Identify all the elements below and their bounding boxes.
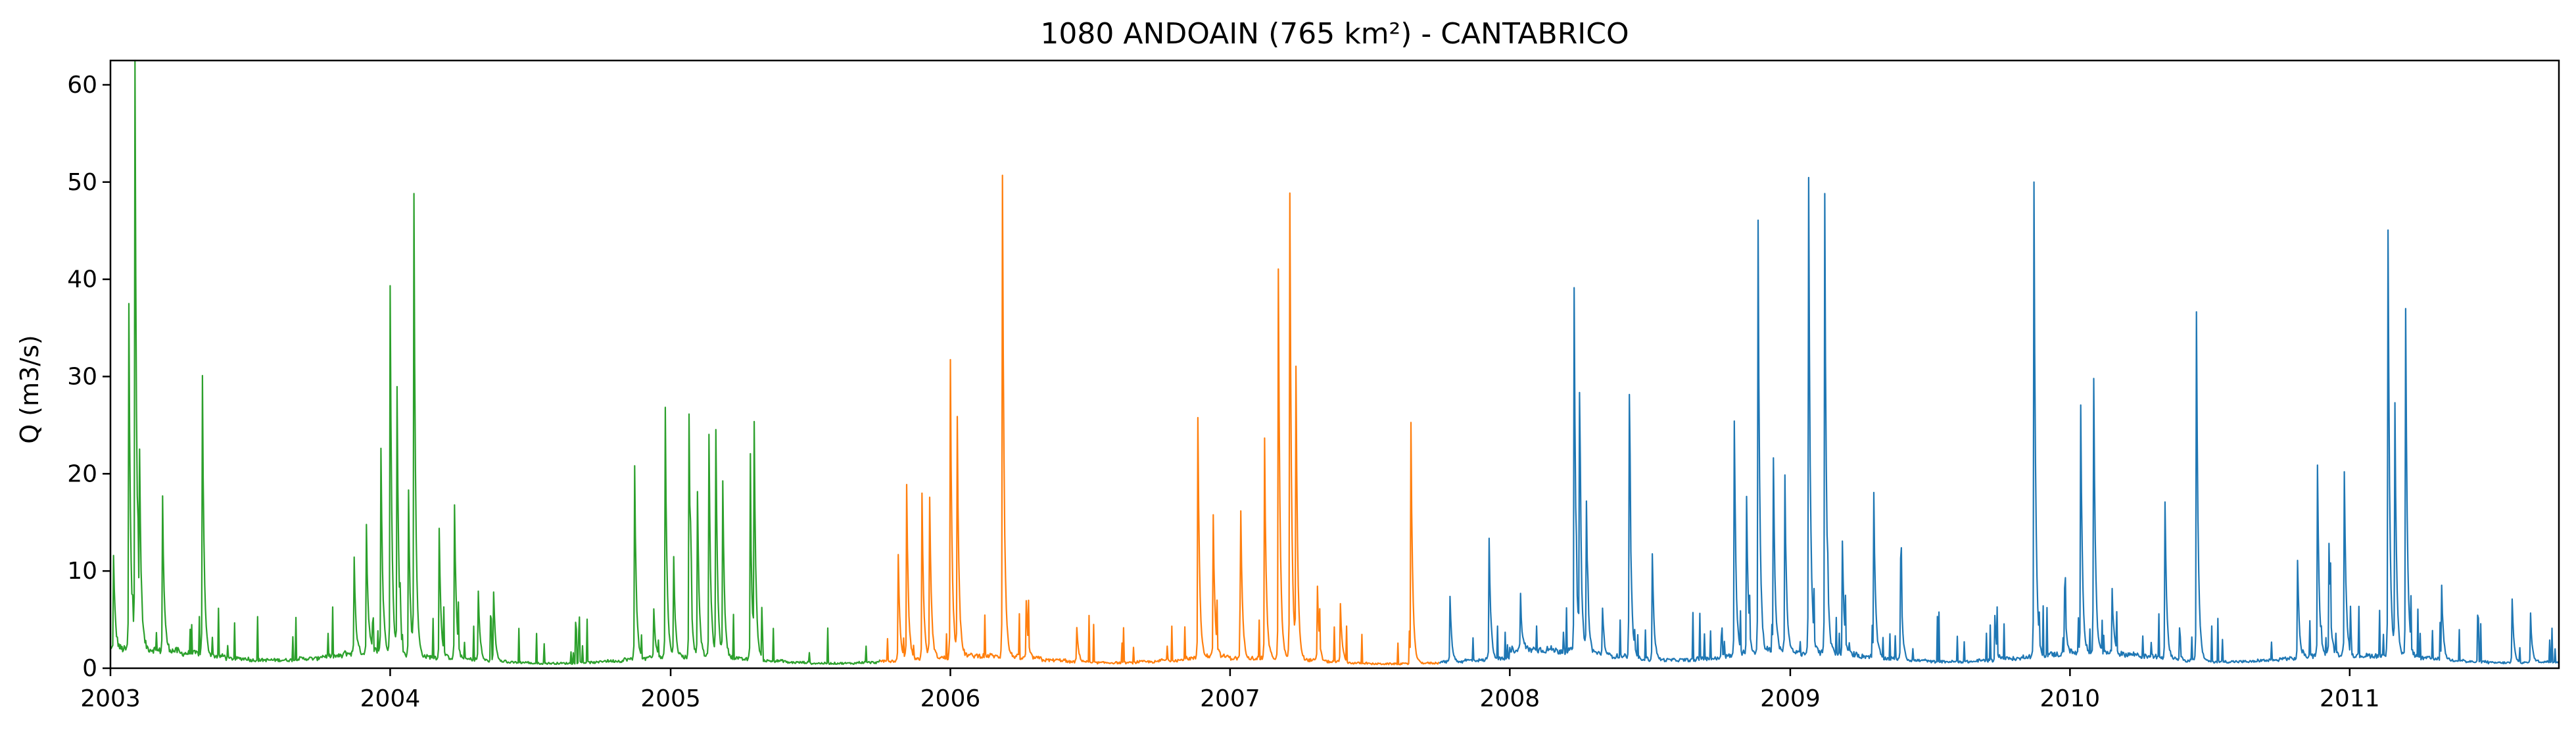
series-line-0 (110, 59, 881, 666)
x-tick-label-2009: 2009 (1760, 685, 1821, 712)
series-layer (110, 59, 2560, 666)
plot-frame (109, 59, 2560, 670)
y-tick-label-10: 10 (67, 558, 97, 585)
y-tick-label-40: 40 (67, 266, 97, 293)
x-tick-label-2008: 2008 (1480, 685, 1540, 712)
y-tick-label-60: 60 (67, 72, 97, 99)
x-tick-label-2004: 2004 (360, 685, 421, 712)
x-tick-label-2006: 2006 (920, 685, 981, 712)
x-tick-label-2010: 2010 (2040, 685, 2101, 712)
y-tick-label-30: 30 (67, 363, 97, 390)
chart-title: 1080 ANDOAIN (765 km²) - CANTABRICO (1040, 17, 1629, 51)
y-axis-label: Q (m3/s) (15, 335, 44, 443)
y-tick-label-50: 50 (67, 169, 97, 196)
x-tick-label-2005: 2005 (640, 685, 701, 712)
x-tick-label-2007: 2007 (1200, 685, 1260, 712)
series-line-2 (1439, 176, 2560, 665)
axis-layer: 0 10 20 30 40 50 60 2003 2004 2005 2006 2007 2008 200… (67, 72, 2379, 712)
series-line-1 (879, 174, 1440, 666)
y-tick-label-20: 20 (67, 460, 97, 487)
x-tick-label-2003: 2003 (80, 685, 141, 712)
y-tick-label-0: 0 (82, 655, 97, 682)
x-tick-label-2011: 2011 (2320, 685, 2380, 712)
